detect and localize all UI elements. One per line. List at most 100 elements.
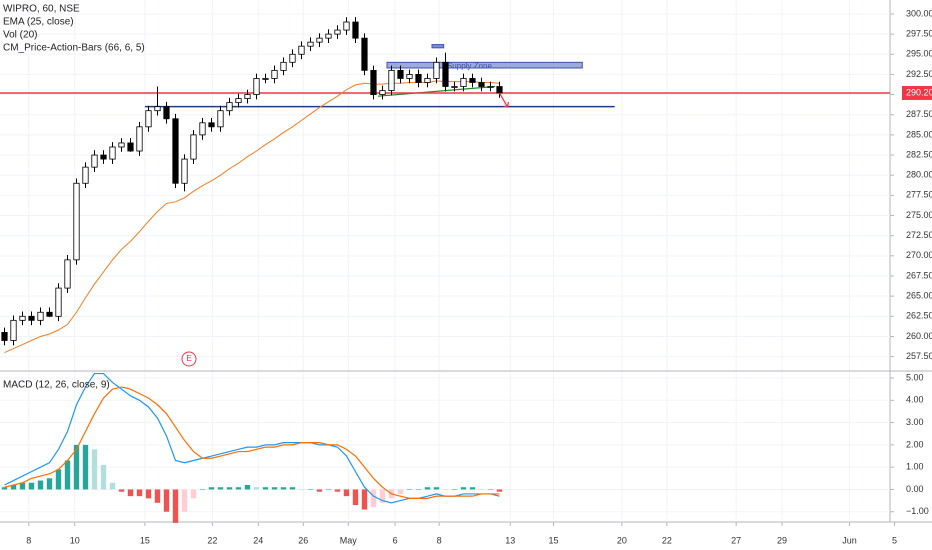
macd-histogram-bar [487,489,494,490]
candle-body [316,37,323,43]
macd-histogram-bar [163,489,170,512]
macd-histogram-bar [55,469,62,490]
macd-histogram-bar [145,489,152,499]
candle-body [235,98,242,104]
y-tick-label: 262.50 [906,311,932,321]
macd-histogram-bar [10,485,17,490]
macd-histogram-bar [46,478,53,490]
candle-body [469,78,476,83]
macd-histogram-bar [478,489,485,490]
macd-histogram-bar [307,489,314,490]
y-tick-label: 270.00 [906,250,932,260]
x-tick-label: 22 [207,535,217,545]
candle-body [478,82,485,87]
event-marker-label[interactable]: E [186,354,191,363]
macd-histogram-bar [1,487,8,490]
marks: Supply Zone [0,17,890,523]
candle-body [190,134,197,160]
macd-histogram-bar [217,487,224,490]
macd-histogram-bar [433,487,440,490]
indicator-label: Vol (20) [3,30,37,41]
candle-body [496,86,503,94]
candle-body [262,78,269,80]
macd-histogram-bar [37,480,44,490]
macd-histogram-bar [451,489,458,490]
macd-histogram-bar [361,489,368,510]
candle-body [181,158,188,184]
y-tick-label: 257.50 [906,351,932,361]
candle-body [100,154,107,160]
candle-body [280,61,287,71]
y-tick-label: 4.00 [906,395,924,405]
candle-body [82,166,89,184]
supply-zone [386,61,583,69]
macd-histogram-bar [415,489,422,490]
y-tick-label: 0.00 [906,484,924,494]
macd-histogram-bar [100,464,107,490]
candle-body [127,142,134,152]
candle-body [55,287,62,317]
macd-histogram-bar [298,489,305,490]
candle-body [433,61,440,79]
macd-histogram-bar [289,487,296,490]
candle-body [442,61,449,87]
macd-histogram-bar [379,489,386,503]
y-tick-label: 282.50 [906,149,932,159]
candle-body [109,146,116,160]
y-tick-label: 297.50 [906,28,932,38]
candle-body [28,315,35,321]
indicator-label: CM_Price-Action-Bars (66, 6, 5) [3,43,145,54]
candle-body [37,311,44,321]
y-tick-label: 3.00 [906,417,924,427]
macd-histogram-bar [190,489,197,499]
x-tick-label: 22 [662,535,672,545]
candle-body [361,37,368,71]
candle-body [487,86,494,88]
y-tick-label: 292.50 [906,69,932,79]
indicator-label: EMA (25, close) [3,17,74,28]
y-tick-label: 295.00 [906,49,932,59]
y-tick-label: 285.00 [906,129,932,139]
macd-histogram-bar [136,489,143,497]
x-tick-label: 29 [777,535,787,545]
macd-histogram-bar [154,489,161,503]
macd-histogram-bar [262,487,269,490]
event-marker[interactable] [181,351,197,367]
x-tick-label: 5 [892,535,897,545]
macd-histogram-bar [397,489,404,494]
candle-body [226,102,233,112]
y-tick-label: 280.00 [906,170,932,180]
x-tick-label: 13 [505,535,515,545]
macd-histogram-bar [271,487,278,490]
y-tick-label: 265.00 [906,291,932,301]
x-tick-label: 15 [548,535,558,545]
candle-body [379,90,386,95]
candle-body [451,86,458,88]
candle-body [208,122,215,128]
candle-body [343,21,350,31]
macd-histogram-bar [19,482,26,490]
macd-histogram-bar [496,489,503,492]
candle-body [325,33,332,39]
x-tick-label: 26 [298,535,308,545]
last-price-box [902,85,932,100]
candle-body [415,74,422,83]
macd-histogram-bar [325,489,332,490]
macd-histogram-bar [316,489,323,492]
grid [0,0,890,522]
candle-body [46,311,53,317]
candle-body [145,110,152,128]
candle-body [91,154,98,168]
y-tick-label: 277.50 [906,190,932,200]
macd-histogram-bar [181,489,188,512]
candle-body [334,29,341,35]
candle-body [244,94,251,100]
y-tick-label: −1.00 [906,506,929,516]
candle-body [10,319,17,341]
candle-body [289,53,296,63]
macd-histogram-bar [460,487,467,490]
candle-body [154,106,161,112]
macd-histogram-bar [244,485,251,490]
